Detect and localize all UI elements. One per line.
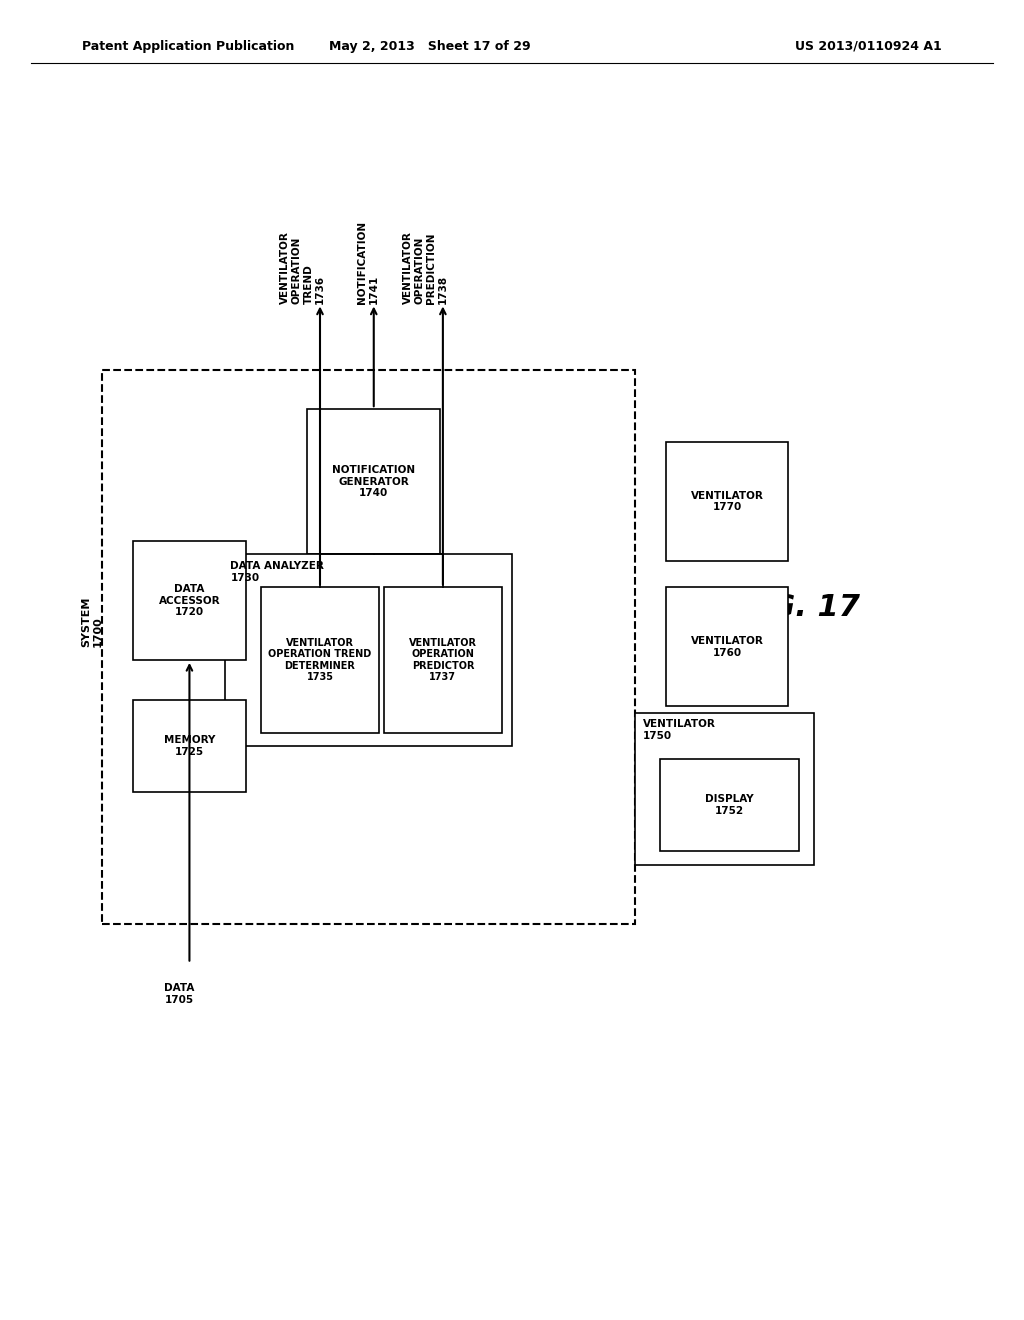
Text: VENTILATOR
OPERATION
TREND
1736: VENTILATOR OPERATION TREND 1736 xyxy=(281,231,326,304)
Text: FIG. 17: FIG. 17 xyxy=(737,593,860,622)
Text: VENTILATOR
OPERATION
PREDICTION
1738: VENTILATOR OPERATION PREDICTION 1738 xyxy=(403,231,449,304)
Text: VENTILATOR
OPERATION TREND
DETERMINER
1735: VENTILATOR OPERATION TREND DETERMINER 17… xyxy=(268,638,372,682)
FancyBboxPatch shape xyxy=(666,442,788,561)
Text: SYSTEM
1700: SYSTEM 1700 xyxy=(81,597,103,647)
Text: VENTILATOR
1750: VENTILATOR 1750 xyxy=(643,719,716,741)
Text: Patent Application Publication: Patent Application Publication xyxy=(82,40,294,53)
FancyBboxPatch shape xyxy=(666,587,788,706)
Text: DISPLAY
1752: DISPLAY 1752 xyxy=(706,795,754,816)
Text: NOTIFICATION
1741: NOTIFICATION 1741 xyxy=(357,220,379,304)
Text: NOTIFICATION
GENERATOR
1740: NOTIFICATION GENERATOR 1740 xyxy=(332,465,416,499)
FancyBboxPatch shape xyxy=(660,759,799,851)
Text: VENTILATOR
1770: VENTILATOR 1770 xyxy=(690,491,764,512)
FancyBboxPatch shape xyxy=(133,541,246,660)
FancyBboxPatch shape xyxy=(225,554,512,746)
FancyBboxPatch shape xyxy=(102,370,635,924)
Text: DATA ANALYZER
1730: DATA ANALYZER 1730 xyxy=(230,561,325,582)
FancyBboxPatch shape xyxy=(261,587,379,733)
Text: VENTILATOR
OPERATION
PREDICTOR
1737: VENTILATOR OPERATION PREDICTOR 1737 xyxy=(409,638,477,682)
FancyBboxPatch shape xyxy=(384,587,502,733)
Text: VENTILATOR
1760: VENTILATOR 1760 xyxy=(690,636,764,657)
FancyBboxPatch shape xyxy=(133,700,246,792)
Text: DATA
ACCESSOR
1720: DATA ACCESSOR 1720 xyxy=(159,583,220,618)
FancyBboxPatch shape xyxy=(635,713,814,865)
Text: MEMORY
1725: MEMORY 1725 xyxy=(164,735,215,756)
FancyBboxPatch shape xyxy=(307,409,440,554)
Text: May 2, 2013   Sheet 17 of 29: May 2, 2013 Sheet 17 of 29 xyxy=(330,40,530,53)
Text: US 2013/0110924 A1: US 2013/0110924 A1 xyxy=(796,40,942,53)
Text: DATA
1705: DATA 1705 xyxy=(164,983,195,1005)
